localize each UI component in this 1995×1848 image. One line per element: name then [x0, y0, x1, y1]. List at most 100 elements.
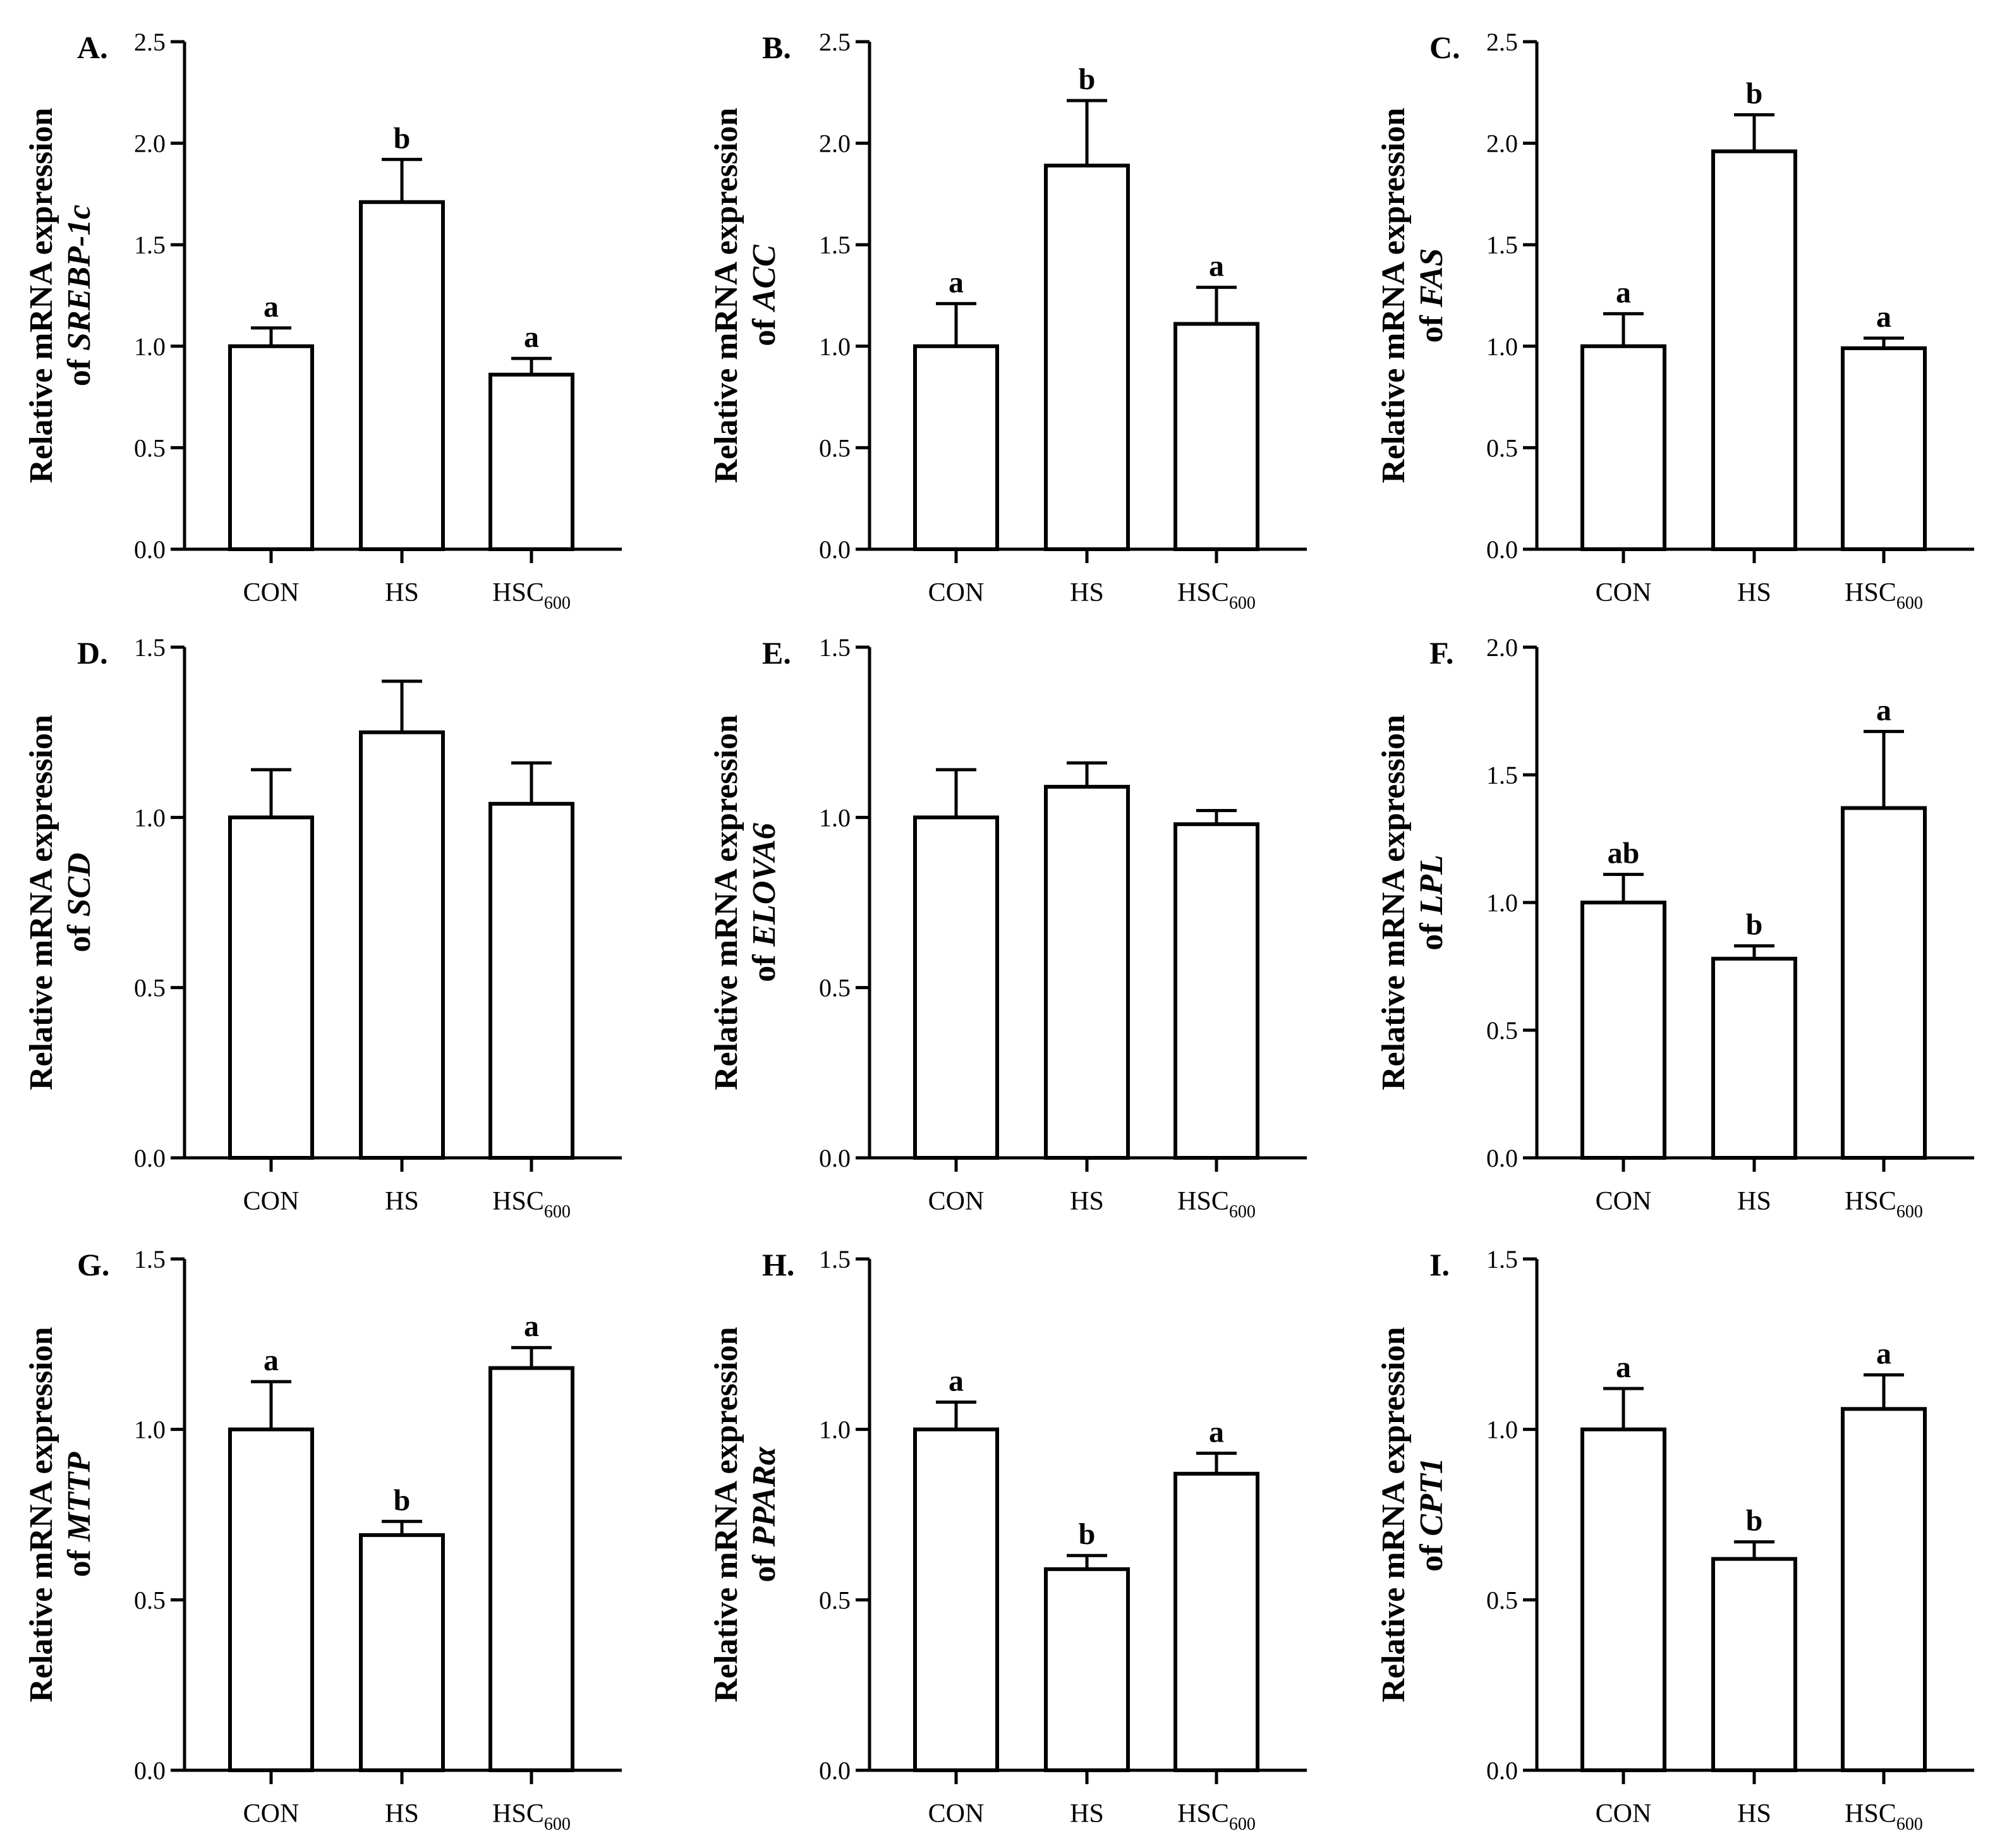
x-tick-label-main: CON: [243, 1799, 300, 1828]
x-tick-label: HSC600: [1845, 1799, 1923, 1834]
x-tick-label-main: HSC: [1845, 1799, 1896, 1828]
y-axis-label-line1: Relative mRNA expression: [708, 715, 744, 1090]
chart-panel-b: B. Relative mRNA expressionof ACC 0.0 0.5 1.…: [708, 28, 1307, 613]
bar: [1841, 806, 1927, 1160]
y-tick-label: 1.0: [819, 803, 851, 832]
y-axis-label-line2: of ACC: [746, 244, 782, 346]
x-tick-label-subscript: 600: [544, 1815, 571, 1834]
y-tick-label: 0.0: [1486, 1756, 1518, 1785]
bar: [359, 200, 445, 551]
y-tick-label: 0.0: [134, 535, 166, 564]
significance-letter: b: [394, 121, 411, 155]
panel-label: C.: [1429, 30, 1460, 65]
x-tick-label-main: HS: [1737, 578, 1771, 607]
significance-letter: a: [524, 1310, 539, 1343]
x-tick-label-main: HS: [385, 578, 419, 607]
x-tick-label: HS: [1737, 1799, 1771, 1828]
x-tick-label: CON: [928, 1799, 985, 1828]
significance-letter: a: [1876, 300, 1891, 334]
x-tick-label-main: HS: [385, 1187, 419, 1216]
bar: [1173, 322, 1259, 552]
x-tick-label: HSC600: [1177, 578, 1256, 613]
y-tick-label: 0.0: [819, 1756, 851, 1785]
bar: [1173, 1471, 1259, 1773]
y-axis-label-gene: ELOVA6: [746, 823, 782, 947]
y-tick-label: 1.5: [1486, 761, 1518, 789]
y-tick-label: 1.5: [1486, 1245, 1518, 1274]
y-tick-label: 1.5: [819, 1245, 851, 1274]
y-tick-label: 0.5: [819, 434, 851, 462]
panel-label: G.: [77, 1247, 109, 1282]
y-tick-label: 1.5: [134, 633, 166, 662]
y-axis-label-line2: of SCD: [61, 853, 97, 952]
x-tick-label-main: HSC: [492, 1799, 544, 1828]
y-axis-label-prefix: of: [746, 947, 782, 982]
x-tick-label: HS: [385, 1799, 419, 1828]
bar: [1173, 822, 1259, 1160]
y-axis-label: Relative mRNA expressionof LPL: [1376, 715, 1450, 1090]
bar: [1580, 1427, 1666, 1773]
y-tick-label: 1.0: [819, 1416, 851, 1444]
x-tick-label-main: HS: [1737, 1799, 1771, 1828]
y-axis-label-prefix: of: [746, 1547, 782, 1582]
y-axis-label: Relative mRNA expressionof SCD: [23, 715, 97, 1090]
y-tick-label: 0.5: [1486, 1586, 1518, 1614]
y-axis-label-prefix: of: [1414, 915, 1450, 950]
significance-letter: a: [1209, 250, 1224, 283]
x-tick-label-main: HSC: [492, 578, 544, 607]
significance-letter: a: [1616, 1351, 1631, 1384]
significance-letter: a: [1616, 276, 1631, 309]
x-tick-label: HSC600: [492, 1799, 571, 1834]
x-tick-label: CON: [1596, 578, 1652, 607]
significance-letter: b: [1746, 1504, 1763, 1538]
y-tick-label: 0.5: [1486, 434, 1518, 462]
x-tick-label: CON: [243, 1799, 300, 1828]
x-tick-label: HSC600: [1177, 1187, 1256, 1222]
chart-panel-g: G. Relative mRNA expressionof MTTP 0.0 0.5 1…: [23, 1245, 622, 1834]
x-tick-label-main: HSC: [1845, 578, 1896, 607]
x-tick-label: HS: [385, 578, 419, 607]
y-tick-label: 0.5: [819, 974, 851, 1002]
y-tick-label: 1.5: [1486, 231, 1518, 259]
significance-letter: a: [264, 290, 279, 324]
bar: [1580, 344, 1666, 551]
bar: [228, 815, 314, 1160]
x-tick-label: HSC600: [492, 1187, 571, 1222]
x-tick-label: HS: [1070, 1187, 1104, 1216]
x-tick-label: HSC600: [1845, 1187, 1923, 1222]
y-axis-label-gene: SCD: [61, 853, 97, 916]
significance-letter: a: [1876, 1337, 1891, 1370]
y-axis-label-gene: ACC: [746, 244, 782, 312]
y-axis-label-prefix: of: [61, 351, 97, 386]
x-tick-label-main: HS: [385, 1799, 419, 1828]
y-axis-label-line1: Relative mRNA expression: [1376, 715, 1412, 1090]
y-tick-label: 2.0: [1486, 633, 1518, 662]
x-tick-label-main: HSC: [1177, 1799, 1229, 1828]
y-axis-label-gene: SREBP-1c: [61, 205, 97, 351]
x-tick-label-main: CON: [928, 1799, 985, 1828]
y-tick-label: 0.5: [134, 1586, 166, 1614]
y-axis-label: Relative mRNA expressionof ELOVA6: [708, 715, 782, 1090]
bar: [488, 372, 574, 551]
x-tick-label: CON: [1596, 1799, 1652, 1828]
x-tick-label-main: HSC: [1177, 1187, 1229, 1216]
x-tick-label-main: HS: [1070, 578, 1104, 607]
significance-letter: b: [1079, 63, 1096, 96]
bar: [1711, 1557, 1797, 1772]
y-axis-label-line2: of FAS: [1414, 248, 1450, 343]
significance-letter: b: [1746, 908, 1763, 942]
x-tick-label-subscript: 600: [1229, 593, 1256, 613]
y-tick-label: 0.0: [819, 1144, 851, 1172]
y-tick-label: 2.0: [134, 130, 166, 158]
y-tick-label: 0.5: [134, 974, 166, 1002]
bar: [913, 815, 999, 1160]
chart-panel-e: E. Relative mRNA expressionof ELOVA6 0.0 0.…: [708, 633, 1307, 1222]
panel-label: F.: [1429, 635, 1453, 671]
x-tick-label: CON: [243, 1187, 300, 1216]
x-tick-label-main: HS: [1070, 1799, 1104, 1828]
y-axis-label-prefix: of: [61, 916, 97, 952]
chart-panel-d: D. Relative mRNA expressionof SCD 0.0 0.5 1.…: [23, 633, 622, 1222]
y-axis-label-gene: CPT1: [1414, 1457, 1450, 1536]
y-tick-label: 1.5: [819, 231, 851, 259]
panel-label: B.: [762, 30, 791, 65]
